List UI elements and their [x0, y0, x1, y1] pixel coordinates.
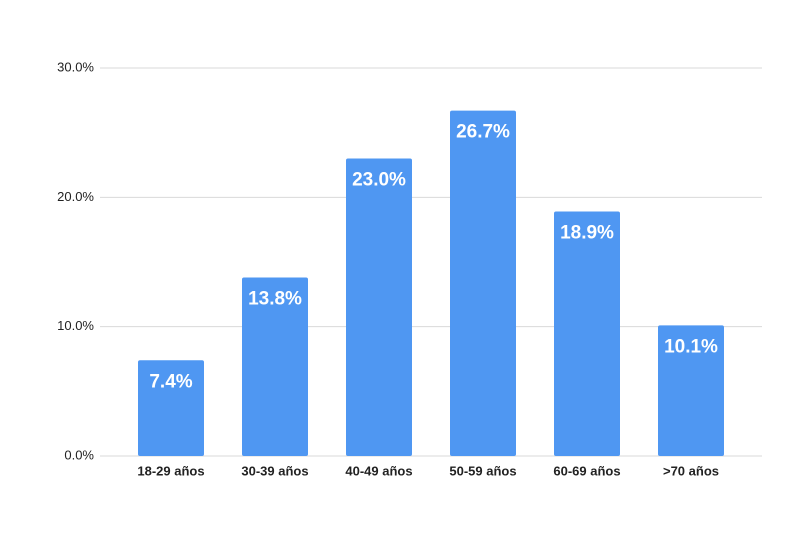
bar [554, 211, 620, 456]
bar [658, 325, 724, 456]
value-label: 7.4% [149, 371, 192, 392]
y-tick-label: 0.0% [64, 447, 94, 462]
x-tick-label: 60-69 años [553, 463, 620, 478]
bar [346, 158, 412, 457]
x-tick-label: >70 años [663, 463, 719, 478]
y-tick-label: 10.0% [57, 318, 94, 333]
x-tick-label: 50-59 años [449, 463, 516, 478]
bar [450, 110, 516, 457]
y-tick-label: 20.0% [57, 189, 94, 204]
y-tick-label: 30.0% [57, 59, 94, 74]
x-tick-label: 18-29 años [137, 463, 204, 478]
value-label: 26.7% [456, 122, 510, 143]
value-label: 23.0% [352, 170, 406, 191]
x-tick-label: 30-39 años [241, 463, 308, 478]
bar [138, 360, 204, 456]
bar [242, 277, 308, 456]
value-label: 13.8% [248, 289, 302, 310]
value-label: 18.9% [560, 223, 614, 244]
x-tick-label: 40-49 años [345, 463, 412, 478]
value-label: 10.1% [664, 336, 718, 357]
